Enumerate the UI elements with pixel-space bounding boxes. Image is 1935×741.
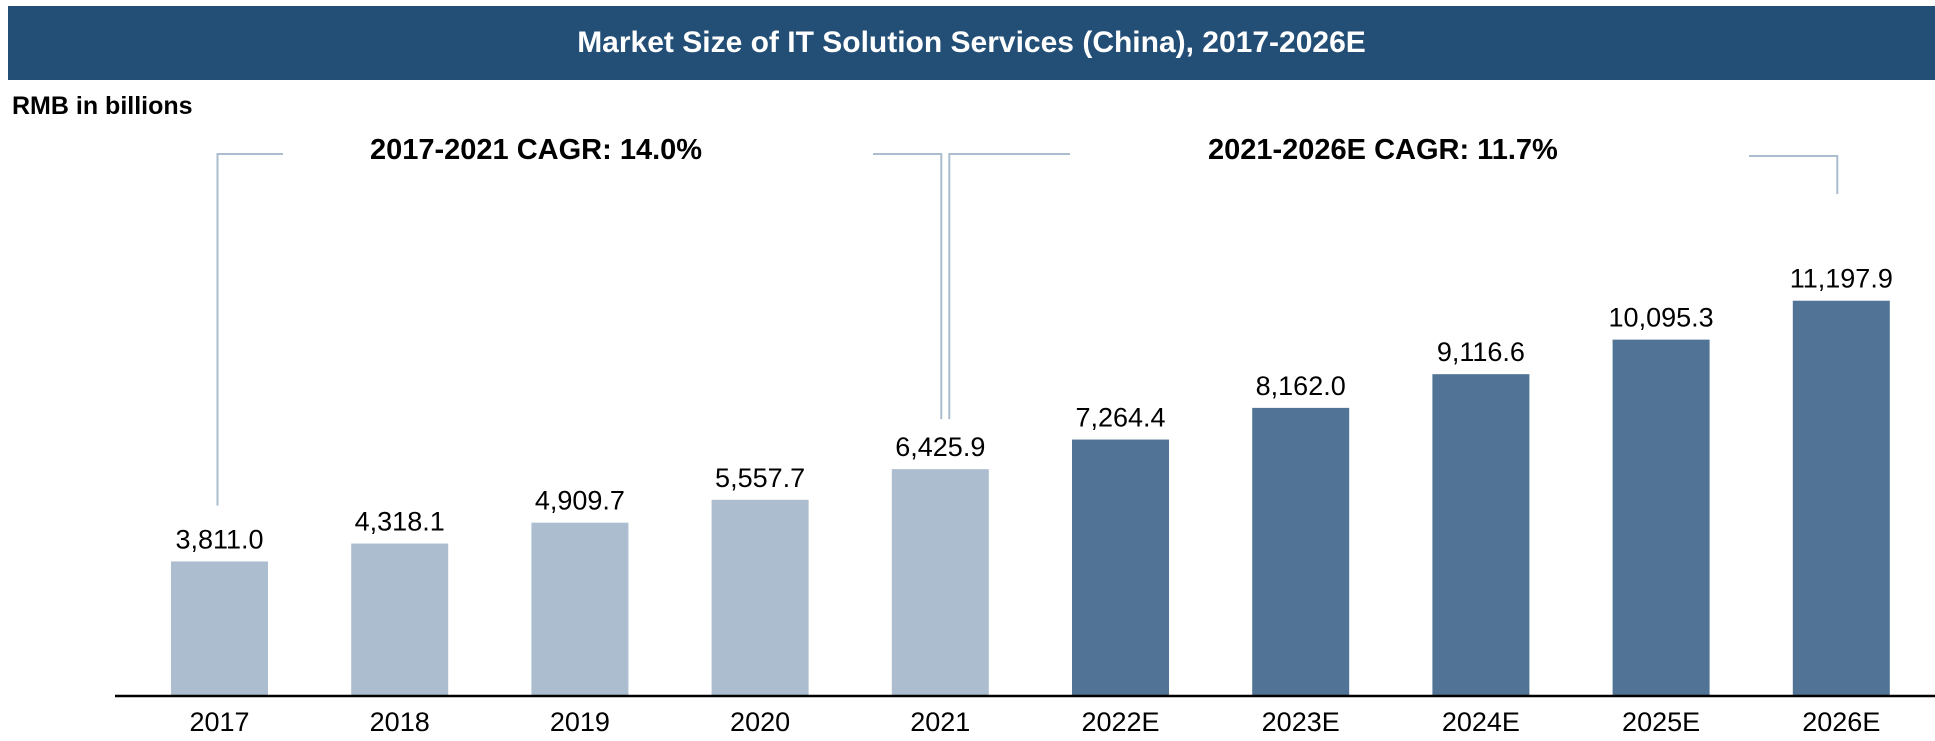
cagr-bracket-historical-left [216, 153, 283, 506]
cagr-bracket-forecast-left [948, 153, 1070, 420]
chart-title: Market Size of IT Solution Services (Chi… [577, 26, 1366, 59]
bar-2024E [1432, 374, 1530, 696]
bar-2025E [1612, 339, 1710, 696]
bar-2021 [891, 469, 989, 696]
x-tick-label-2024E: 2024E [1442, 707, 1520, 737]
bar-2018 [351, 543, 449, 696]
value-label-2025E: 10,095.3 [1609, 303, 1714, 333]
x-tick-label-2025E: 2025E [1622, 707, 1700, 737]
value-label-2023E: 8,162.0 [1256, 371, 1346, 401]
bar-2026E [1792, 300, 1890, 696]
x-tick-label-2021: 2021 [910, 707, 970, 737]
cagr-bracket-historical-right [873, 153, 943, 420]
value-label-2020: 5,557.7 [715, 463, 805, 493]
value-label-2021: 6,425.9 [895, 432, 985, 462]
chart-title-bar: Market Size of IT Solution Services (Chi… [8, 6, 1935, 80]
cagr-annotation-historical: 2017-2021 CAGR: 14.0% [370, 134, 703, 166]
x-tick-label-2022E: 2022E [1081, 707, 1159, 737]
value-label-2022E: 7,264.4 [1075, 403, 1165, 433]
cagr-annotation-forecast: 2021-2026E CAGR: 11.7% [1208, 134, 1558, 166]
bar-2019 [531, 522, 629, 696]
x-tick-label-2018: 2018 [370, 707, 430, 737]
value-label-2026E: 11,197.9 [1790, 264, 1893, 294]
value-label-2019: 4,909.7 [535, 486, 625, 516]
bar-2022E [1072, 439, 1169, 696]
bar-2017 [171, 561, 268, 696]
value-label-2017: 3,811.0 [175, 524, 263, 554]
cagr-bracket-forecast-right [1749, 155, 1839, 194]
x-tick-label-2017: 2017 [189, 707, 249, 737]
value-label-2018: 4,318.1 [355, 507, 445, 537]
value-label-2024E: 9,116.6 [1437, 337, 1525, 367]
x-tick-label-2026E: 2026E [1802, 707, 1880, 737]
x-tick-label-2019: 2019 [550, 707, 610, 737]
y-axis-unit-label: RMB in billions [12, 92, 193, 120]
bar-2023E [1252, 407, 1350, 696]
bar-2020 [711, 499, 809, 696]
x-tick-label-2023E: 2023E [1262, 707, 1340, 737]
x-tick-label-2020: 2020 [730, 707, 790, 737]
